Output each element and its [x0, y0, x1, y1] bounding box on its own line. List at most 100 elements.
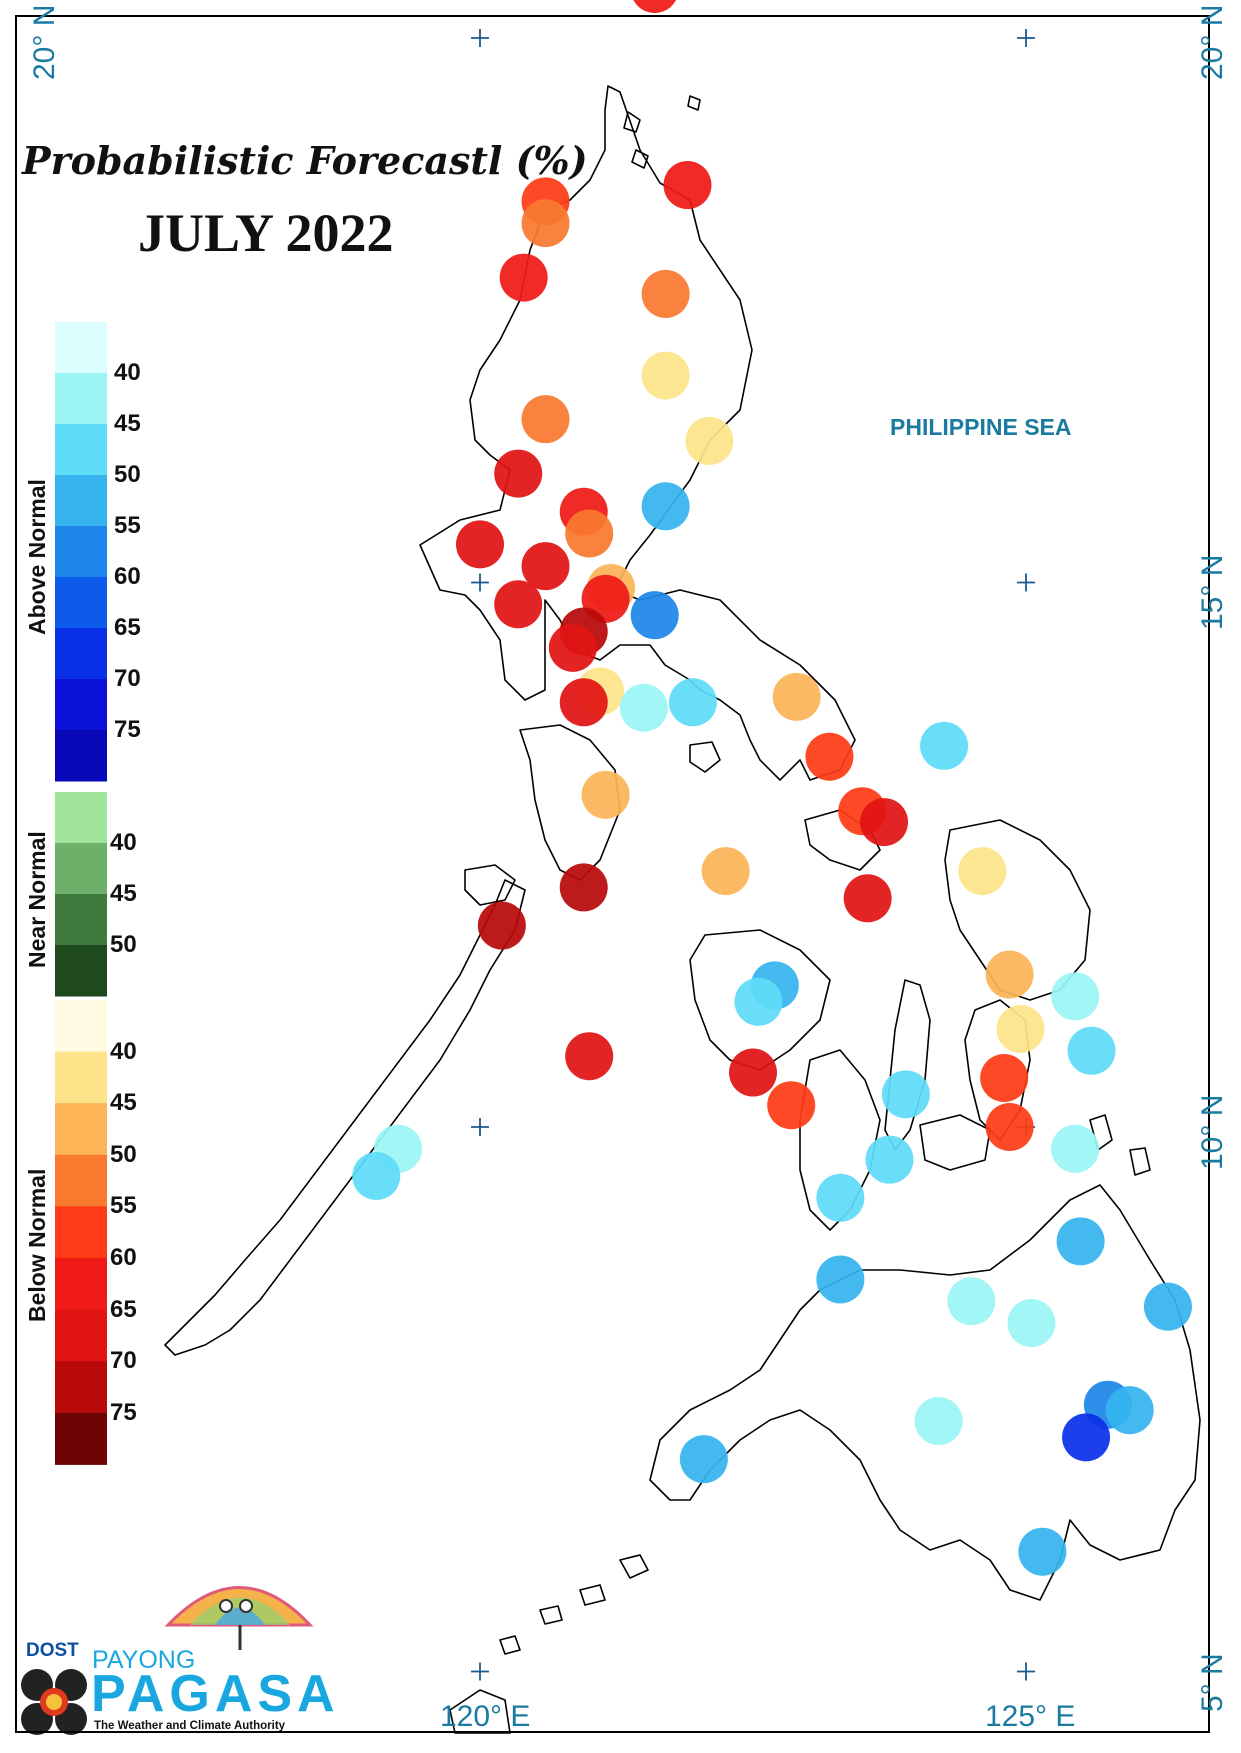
coastline-mindanao — [649, 1184, 1201, 1601]
station-marker — [767, 1081, 816, 1130]
legend-tick-below-normal: 60 — [110, 1244, 137, 1271]
legend-tick-above-normal: 60 — [114, 563, 141, 590]
pagasa-logo-graphic — [21, 1586, 314, 1735]
legend-tick-below-normal: 45 — [110, 1089, 137, 1117]
legend-swatch-above-normal — [55, 730, 107, 782]
legend-tick-below-normal: 55 — [110, 1192, 137, 1220]
station-marker — [860, 798, 909, 847]
legend-swatch-above-normal — [55, 475, 107, 527]
graticule-cross — [1017, 573, 1035, 592]
station-marker — [865, 1135, 914, 1184]
legend-swatch-above-normal — [55, 577, 107, 629]
graticule-cross — [471, 29, 489, 47]
station-marker — [494, 580, 543, 629]
coastline-marinduque — [689, 741, 721, 773]
station-marker — [816, 1173, 865, 1222]
graticule-cross — [471, 573, 489, 592]
station-marker — [914, 1397, 963, 1446]
station-marker — [641, 351, 690, 400]
station-marker — [521, 199, 570, 248]
station-marker — [701, 847, 750, 896]
legend-tick-below-normal: 65 — [110, 1295, 137, 1323]
legend-swatch-above-normal — [55, 424, 107, 476]
legend-tick-below-normal: 75 — [110, 1398, 137, 1426]
legend-swatch-above-normal — [55, 373, 107, 425]
lat-label-5-right: 5° N — [1196, 1653, 1229, 1712]
station-marker — [729, 1048, 777, 1097]
station-marker — [456, 520, 504, 569]
station-marker — [641, 482, 690, 531]
graticule-cross — [1017, 29, 1035, 47]
station-marker — [630, 591, 679, 640]
station-marker — [958, 847, 1007, 896]
coastline-babuyan — [623, 95, 701, 169]
legend-swatch-below-normal — [55, 1206, 107, 1259]
station-marker — [985, 950, 1034, 999]
legend-swatch-near-normal — [55, 843, 107, 895]
lat-label-10-right: 10° N — [1196, 1094, 1229, 1170]
station-marker — [1051, 1124, 1100, 1173]
station-marker — [521, 542, 570, 591]
station-marker — [1007, 1299, 1056, 1348]
lon-label-120: 120° E — [440, 1700, 531, 1733]
dost-emblem-icon — [21, 1669, 87, 1735]
station-marker — [521, 395, 570, 444]
legend-tick-below-normal: 40 — [110, 1037, 137, 1065]
legend-tick-near-normal: 45 — [110, 880, 137, 907]
station-marker — [565, 509, 614, 558]
legend-swatch-below-normal — [55, 1309, 107, 1362]
legend-tick-near-normal: 50 — [110, 931, 137, 958]
station-marker — [947, 1277, 996, 1326]
legend-tick-above-normal: 75 — [114, 716, 141, 743]
station-marker — [679, 1435, 728, 1484]
legend-swatch-below-normal — [55, 1051, 107, 1104]
coastline-borneo — [449, 1689, 511, 1734]
graticule-cross — [1017, 1662, 1035, 1681]
station-marker — [985, 1103, 1034, 1151]
coastline-samar — [944, 819, 1091, 1001]
legend-above-normal-label: Above Normal — [24, 479, 50, 635]
station-marker — [559, 863, 608, 912]
station-marker — [980, 1053, 1029, 1102]
station-marker — [1051, 972, 1100, 1021]
station-marker — [641, 269, 690, 318]
legend-tick-below-normal: 70 — [110, 1347, 137, 1375]
graticule-cross — [471, 1118, 489, 1136]
station-marker — [734, 977, 783, 1026]
station-marker — [581, 770, 630, 819]
coastline-palawan — [164, 879, 526, 1356]
station-marker — [1062, 1413, 1111, 1462]
legend-swatch-above-normal — [55, 628, 107, 680]
logo-tagline: The Weather and Climate Authority — [94, 1720, 286, 1732]
station-marker — [559, 678, 608, 727]
station-marker — [843, 874, 892, 923]
station-marker — [663, 161, 712, 210]
station-marker — [1056, 1217, 1105, 1266]
station-marker — [1105, 1386, 1154, 1435]
station-marker — [352, 1152, 401, 1201]
map-subtitle: JULY 2022 — [138, 203, 394, 263]
station-marker — [619, 683, 668, 732]
logo-payong: PAYONG — [92, 1646, 196, 1674]
station-marker — [996, 1004, 1045, 1053]
legend-tick-above-normal: 55 — [114, 512, 141, 539]
station-marker — [772, 672, 821, 721]
legend-tick-above-normal: 40 — [114, 359, 141, 386]
coastline-bohol — [919, 1114, 991, 1171]
station-marker — [1067, 1026, 1116, 1075]
map-title: Probabilistic Forecastl (%) — [22, 138, 588, 183]
station-marker — [1018, 1527, 1067, 1576]
legend-swatch-near-normal — [55, 945, 107, 997]
legend-swatch-near-normal — [55, 894, 107, 946]
station-marker — [881, 1070, 930, 1119]
legend-swatch-below-normal — [55, 1000, 107, 1053]
coastline-panay — [689, 929, 831, 1071]
legend-tick-above-normal: 45 — [114, 410, 141, 437]
station-marker — [805, 732, 854, 781]
station-marker — [1143, 1282, 1192, 1331]
station-marker — [668, 678, 717, 727]
legend-swatch-below-normal — [55, 1258, 107, 1311]
legend-tick-above-normal: 50 — [114, 461, 141, 488]
station-marker — [565, 1032, 614, 1081]
